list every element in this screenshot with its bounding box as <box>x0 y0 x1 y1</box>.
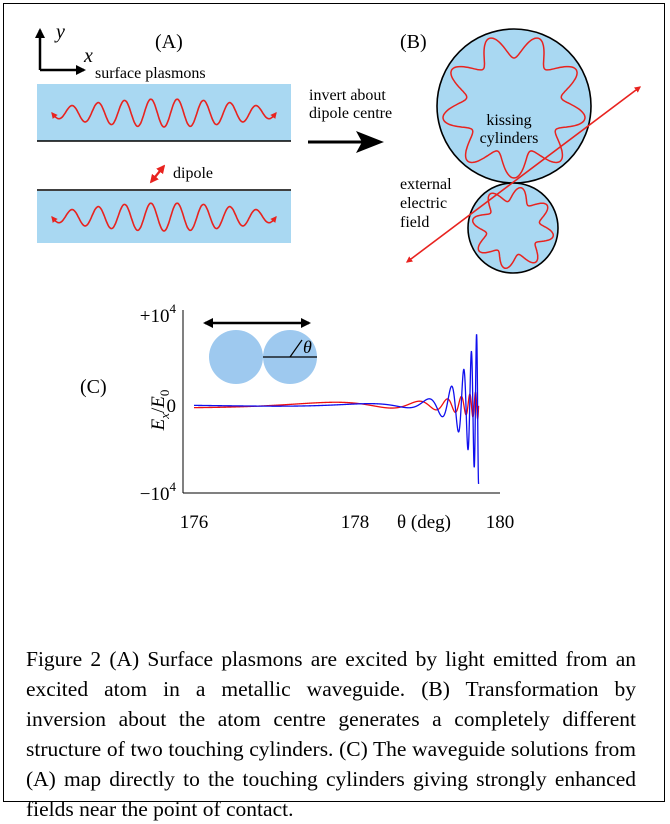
y-tick-bottom: −104 <box>140 479 177 505</box>
red-series-line <box>194 391 480 420</box>
panel-a: y x (A) surface plasmons dipole <box>35 21 291 243</box>
x-tick-180: 180 <box>486 512 515 533</box>
inversion-arrowhead-icon <box>356 131 384 153</box>
axes-icon <box>35 28 86 75</box>
invert-label-line2: dipole centre <box>309 105 392 122</box>
inset-theta-label: θ <box>303 337 312 357</box>
external-field-arrow <box>405 86 642 263</box>
upper-metal-slab <box>37 84 291 141</box>
kissing-label-line2: cylinders <box>480 130 539 147</box>
kissing-label-line1: kissing <box>486 112 531 129</box>
upper-plasmon-wave <box>51 98 277 128</box>
x-tick-178: 178 <box>341 512 370 533</box>
inset-cylinder-left <box>209 330 263 384</box>
panel-a-label: (A) <box>155 31 183 53</box>
small-cylinder <box>467 182 559 274</box>
axis-x-label: x <box>83 45 93 67</box>
axis-y-label: y <box>54 21 65 43</box>
x-axis-title: θ (deg) <box>397 512 451 533</box>
dipole-arrow <box>149 164 166 184</box>
y-tick-top: +104 <box>140 301 177 327</box>
plot-inset: θ <box>203 318 317 384</box>
inversion-arrow-group: invert about dipole centre <box>308 87 392 153</box>
x-tick-176: 176 <box>180 512 209 533</box>
field-label-line1: external <box>400 176 452 193</box>
field-label-line2: electric <box>400 195 447 212</box>
lower-plasmon-wave <box>51 202 277 232</box>
y-axis-title: Ex/E0 <box>148 390 172 432</box>
field-label-line3: field <box>400 214 429 231</box>
invert-label-line1: invert about <box>309 87 386 104</box>
plot-frame <box>182 310 500 494</box>
figure-caption: Figure 2 (A) Surface plasmons are excite… <box>26 647 636 821</box>
figure-frame <box>3 3 665 802</box>
lower-metal-slab <box>37 191 291 243</box>
inset-angle-line <box>289 339 303 358</box>
panel-c-label: (C) <box>80 376 107 398</box>
large-cylinder <box>436 28 592 184</box>
figure-illustration: y x (A) surface plasmons dipole invert a… <box>35 21 642 533</box>
dipole-label: dipole <box>173 165 213 182</box>
panel-b: (B) kissing cylinders external electric … <box>400 28 642 274</box>
panel-c: (C) +104 0 −104 Ex/E0 176 178 θ (deg) 18… <box>80 301 514 533</box>
panel-b-label: (B) <box>400 31 427 53</box>
surface-plasmons-label: surface plasmons <box>95 65 206 82</box>
blue-series-line <box>194 334 480 484</box>
y-tick-zero: 0 <box>167 396 177 417</box>
